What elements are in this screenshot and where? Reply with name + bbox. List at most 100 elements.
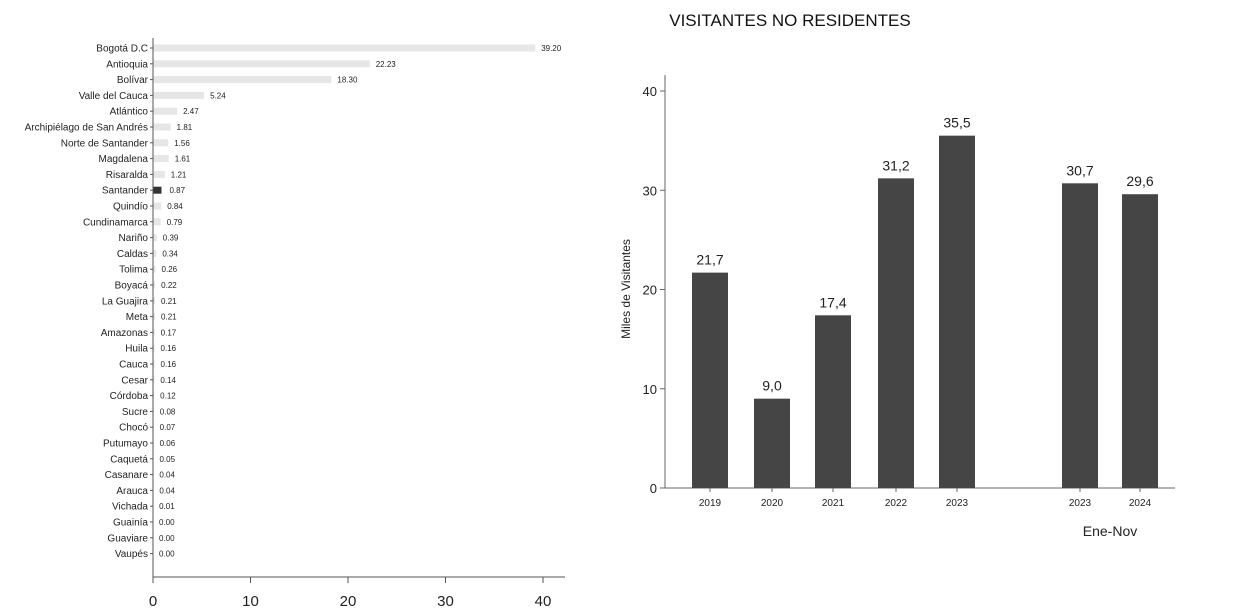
dept-bar <box>153 281 156 289</box>
dept-value-label: 1.61 <box>175 155 191 164</box>
x-tick-label: 20 <box>340 593 357 610</box>
y-tick-label: 40 <box>643 84 657 99</box>
dept-value-label: 0.21 <box>161 313 177 322</box>
dept-bar <box>153 91 205 99</box>
dept-bar <box>153 123 171 131</box>
year-bar <box>939 135 975 488</box>
dept-value-label: 2.47 <box>183 107 199 116</box>
x-tick-label: 40 <box>535 593 552 610</box>
dept-bar <box>153 139 169 147</box>
dept-label: Arauca <box>116 486 148 497</box>
dept-value-label: 0.05 <box>159 455 175 464</box>
dept-value-label: 0.22 <box>161 281 177 290</box>
dept-label: Caquetá <box>110 454 148 465</box>
bar-value-label: 30,7 <box>1066 162 1093 178</box>
dept-label: Antioquia <box>106 59 148 70</box>
year-bar <box>815 315 851 488</box>
dept-value-label: 18.30 <box>337 76 358 85</box>
x-tick-label: 2021 <box>822 498 845 509</box>
dept-bar <box>153 218 161 226</box>
dept-label: Vichada <box>112 502 148 513</box>
dept-bar <box>153 170 165 178</box>
dept-label: Bolívar <box>117 75 149 86</box>
dept-value-label: 0.08 <box>160 407 176 416</box>
bar-value-label: 35,5 <box>943 115 970 131</box>
dept-value-label: 0.06 <box>160 439 176 448</box>
dept-bar <box>153 107 178 115</box>
dept-label: Boyacá <box>115 281 149 292</box>
dept-label: Tolima <box>119 265 148 276</box>
dept-value-label: 0.34 <box>162 249 178 258</box>
dept-value-label: 0.04 <box>159 486 175 495</box>
x-tick-label: 10 <box>242 593 259 610</box>
dept-value-label: 0.00 <box>159 550 175 559</box>
dept-label: Magdalena <box>99 154 149 165</box>
x-tick-label: 2024 <box>1129 498 1152 509</box>
dept-value-label: 0.01 <box>159 502 175 511</box>
dept-bar <box>153 265 156 273</box>
dept-label: Atlántico <box>110 107 149 118</box>
dept-label: Valle del Cauca <box>79 91 149 102</box>
x-tick-label: 2019 <box>699 498 722 509</box>
dept-label: Guainía <box>113 518 148 529</box>
x-tick-label: 2022 <box>885 498 908 509</box>
dept-label: Huila <box>125 344 148 355</box>
dept-bar <box>153 297 156 305</box>
period-group-label: Ene-Nov <box>1083 523 1137 539</box>
dept-value-label: 0.16 <box>161 360 177 369</box>
year-bar <box>754 398 790 488</box>
dept-label: Bogotá D.C <box>96 44 148 55</box>
dept-label: Cundinamarca <box>83 217 148 228</box>
dept-value-label: 0.17 <box>161 328 177 337</box>
dept-bar <box>153 60 370 68</box>
dept-label: Nariño <box>119 233 149 244</box>
year-bar <box>692 272 728 488</box>
dept-label: Amazonas <box>101 328 148 339</box>
dept-value-label: 0.79 <box>167 218 183 227</box>
bar-value-label: 21,7 <box>696 252 723 268</box>
dept-bar <box>153 344 155 352</box>
dept-value-label: 1.56 <box>174 139 190 148</box>
dept-bar <box>153 313 156 321</box>
dept-bar <box>153 155 169 163</box>
y-tick-label: 20 <box>643 283 657 298</box>
x-tick-label: 30 <box>437 593 454 610</box>
dept-value-label: 0.16 <box>161 344 177 353</box>
dept-bar <box>153 249 157 257</box>
dept-value-label: 0.07 <box>160 423 176 432</box>
dept-bar <box>153 376 155 384</box>
x-tick-label: 2023 <box>946 498 969 509</box>
dept-value-label: 0.00 <box>159 518 175 527</box>
dept-bar <box>153 186 162 194</box>
dept-label: Chocó <box>119 423 148 434</box>
y-axis-label: Miles de Visitantes <box>619 239 633 339</box>
dept-label: Meta <box>126 312 149 323</box>
dept-label: Archipiélago de San Andrés <box>25 123 148 134</box>
dept-label: Sucre <box>122 407 149 418</box>
dept-bar <box>153 44 536 52</box>
dept-value-label: 5.24 <box>210 91 226 100</box>
departments-bar-chart: Bogotá D.C 39.20 Antioquia 22.23 Bolívar 18.3… <box>25 38 565 610</box>
dept-label: Norte de Santander <box>61 138 149 149</box>
x-tick-label: 0 <box>149 593 157 610</box>
dept-value-label: 0.26 <box>162 265 178 274</box>
dept-value-label: 0.14 <box>160 376 176 385</box>
dept-bar <box>153 234 157 242</box>
dept-value-label: 0.12 <box>160 392 176 401</box>
y-tick-label: 10 <box>643 382 657 397</box>
dept-value-label: 39.20 <box>541 44 562 53</box>
dept-bar <box>153 328 155 336</box>
dept-value-label: 1.21 <box>171 170 187 179</box>
dept-label: Cauca <box>119 360 148 371</box>
year-bar <box>1122 194 1158 488</box>
visitors-bar-chart: VISITANTES NO RESIDENTES 0 10 20 30 40 Miles d… <box>619 11 1175 539</box>
dept-label: Vaupés <box>115 549 148 560</box>
dept-value-label: 0.00 <box>159 534 175 543</box>
dept-bar <box>153 76 332 84</box>
y-tick-label: 30 <box>643 183 657 198</box>
dept-value-label: 0.21 <box>161 297 177 306</box>
dept-value-label: 0.84 <box>167 202 183 211</box>
dept-label: Quindío <box>113 202 148 213</box>
dept-label: Risaralda <box>106 170 149 181</box>
